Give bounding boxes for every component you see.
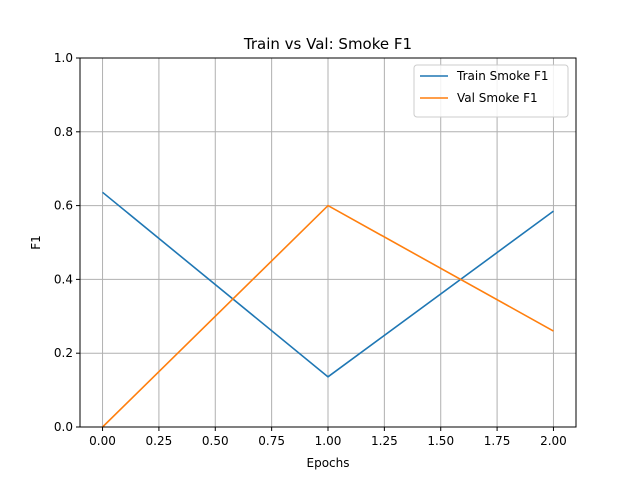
chart-title: Train vs Val: Smoke F1 — [243, 35, 412, 53]
series-group — [101, 191, 554, 428]
y-tick-label: 0.6 — [54, 199, 73, 213]
ticks: 0.00 0.25 0.50 0.75 1.00 1.25 1.50 1.75 2.00 0.0 0… — [54, 51, 567, 448]
legend-label-1: Train Smoke F1 — [456, 69, 549, 83]
y-axis-label: F1 — [29, 235, 43, 250]
series-line-2 — [101, 204, 554, 428]
x-tick-label: 1.75 — [484, 434, 511, 448]
y-tick-label: 0.0 — [54, 420, 73, 434]
y-tick-label: 0.2 — [54, 346, 73, 360]
x-tick-label: 1.25 — [371, 434, 398, 448]
y-tick-label: 0.4 — [54, 272, 73, 286]
x-tick-label: 0.50 — [202, 434, 229, 448]
legend-label-2: Val Smoke F1 — [457, 91, 538, 105]
x-tick-label: 0.00 — [89, 434, 116, 448]
legend: Train Smoke F1 Val Smoke F1 — [413, 64, 569, 118]
legend-box — [413, 64, 569, 118]
x-tick-label: 0.25 — [146, 434, 173, 448]
y-tick-label: 0.8 — [54, 125, 73, 139]
x-tick-label: 0.75 — [258, 434, 285, 448]
x-tick-label: 1.00 — [315, 434, 342, 448]
x-tick-label: 1.50 — [427, 434, 454, 448]
series-line-1 — [102, 191, 554, 378]
x-tick-label: 2.00 — [540, 434, 567, 448]
x-axis-label: Epochs — [307, 456, 350, 470]
y-tick-label: 1.0 — [54, 51, 73, 65]
